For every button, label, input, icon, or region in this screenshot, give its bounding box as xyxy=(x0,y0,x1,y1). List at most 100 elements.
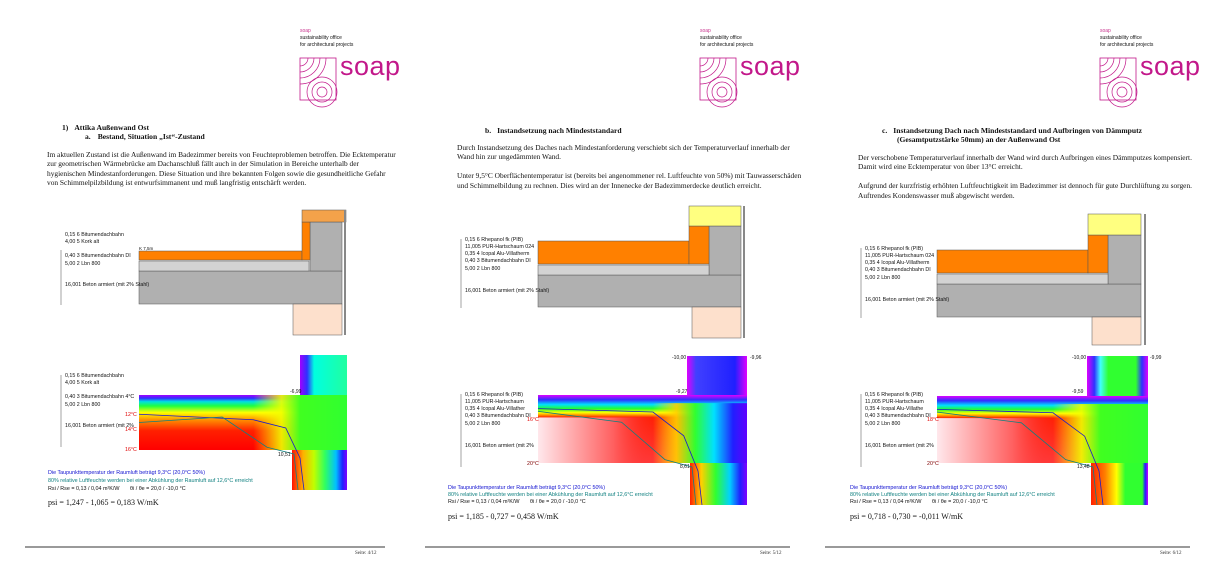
body-text: Im aktuellen Zustand ist die Außenwand i… xyxy=(47,150,397,197)
heading-number: b. xyxy=(485,126,492,135)
isotherm-label: 12°C xyxy=(125,412,137,418)
wall-parapet xyxy=(309,221,343,272)
parapet-insulation xyxy=(1087,234,1109,274)
layer-label: 0,15 6 Rhepanol fk (PIB) xyxy=(865,392,923,398)
layer-label: 4,00 5 Kork alt xyxy=(65,239,100,245)
document-page-5: soap sustainability office for architectur… xyxy=(410,0,820,580)
isotherm-label: 20°C xyxy=(927,461,939,467)
psi-value: psi = 1,247 - 1,065 = 0,183 W/mK xyxy=(48,498,159,507)
concrete-slab xyxy=(537,274,742,308)
parapet-cap xyxy=(301,209,347,223)
layer-label: 0,40 3 Bitumendachbahn DI xyxy=(865,267,931,273)
resistance-note: Rsi / Rse = 0,13 / 0,04 m²K/W xyxy=(48,486,120,492)
logo-small-text: soap xyxy=(1100,28,1111,34)
roof-insulation xyxy=(138,250,303,261)
logo-wordmark: soap xyxy=(340,51,401,81)
humidity-note: 80% relative Luftfeuchte werden bei eine… xyxy=(850,492,1055,498)
wall-parapet xyxy=(708,225,742,276)
temperature-value: -10,00 xyxy=(672,355,686,361)
layer-label: 16,001 Beton armiert (mit 2% xyxy=(465,443,534,449)
parapet-cap xyxy=(1087,213,1142,236)
layer-label: 0,35 4 Icopal Alu-Villatherm xyxy=(865,260,930,266)
paragraph: Im aktuellen Zustand ist die Außenwand i… xyxy=(47,150,396,188)
temperature-value: -9,59 xyxy=(1072,389,1084,395)
dewpoint-note: Die Taupunkttemperatur der Raumluft betr… xyxy=(850,485,1007,491)
humidity-isoline xyxy=(936,411,1098,506)
paragraph: Der verschobene Temperaturverlauf innerh… xyxy=(858,153,1192,172)
interior-warm-zone xyxy=(937,418,1064,463)
construction-section-diagram: 0,15 6 Rhepanol fk (PIB)11,005 PUR-Harts… xyxy=(460,205,745,339)
logo-mark-icon xyxy=(699,57,738,108)
section-heading: c. Instandsetzung Dach nach Mindeststanda… xyxy=(882,126,1142,135)
soap-logo: soap sustainability office for architectur… xyxy=(700,28,753,49)
thermal-simulation-diagram: 0,15 6 Rhepanol fk (PIB)11,005 PUR-Harts… xyxy=(850,355,1162,506)
subheading-number: a. xyxy=(85,132,91,141)
heading-number: c. xyxy=(882,126,888,135)
temperature-value: -6,99 xyxy=(290,389,302,395)
paragraph: Aufgrund der kurzfristig erhöhten Luftfe… xyxy=(858,181,1192,200)
parapet-insulation xyxy=(688,225,710,265)
page-number: Seite: 4/12 xyxy=(355,551,377,556)
temperature-value: 10,51 xyxy=(278,452,291,458)
layer-label: 0,40 3 Bitumendachbahn DI xyxy=(65,253,131,259)
junction-zone xyxy=(253,395,347,450)
layer-label: 0,15 6 Rhepanol fk (PIB) xyxy=(865,246,923,252)
marker-label: K 7,5m xyxy=(139,246,154,251)
document-page-4: soap sustainability office for architectur… xyxy=(0,0,410,580)
layer-label: 11,005 PUR-Hartschaum 024 xyxy=(865,253,934,259)
heading-text: Instandsetzung Dach nach Mindeststandard… xyxy=(893,126,1143,135)
section-heading: 1) Attika Außenwand Ost xyxy=(62,123,149,132)
temperature-note: θi / θe = 20,0 / -10,0 °C xyxy=(932,499,988,505)
temperature-note: θi / θe = 20,0 / -10,0 °C xyxy=(530,499,586,505)
layer-label: 0,15 6 Rhepanol fk (PIB) xyxy=(465,237,523,243)
footer-divider xyxy=(25,546,385,548)
layer-label: 16,001 Beton armiert (mit 2% Stahl) xyxy=(65,282,149,288)
layer-label: 0,15 6 Bitumendachbahn xyxy=(65,232,124,238)
roof-insulation xyxy=(537,240,690,265)
layer-label: 16,001 Beton armiert (mit 2% xyxy=(65,423,134,429)
layer-label: 5,00 2 Lbn 800 xyxy=(865,421,900,427)
layer-label: 11,005 PUR-Hartschaum xyxy=(465,399,524,405)
thermal-parapet xyxy=(1087,356,1148,396)
layer-label: 0,15 6 Rhepanol fk (PIB) xyxy=(465,392,523,398)
humidity-note: 80% relative Luftfeuchte werden bei eine… xyxy=(48,478,253,484)
logo-wordmark: soap xyxy=(1140,51,1201,81)
layer-label: 5,00 2 Lbn 800 xyxy=(865,275,900,281)
temperature-note: θi / θe = 20,0 / -10,0 °C xyxy=(130,486,186,492)
paragraph: Unter 9,5°C Oberflächentemperatur ist (b… xyxy=(457,171,802,190)
soap-logo: soap sustainability office for architectur… xyxy=(300,28,353,49)
document-page-6: soap sustainability office for architectur… xyxy=(815,0,1225,580)
logo-tagline-1: sustainability office xyxy=(700,35,742,41)
isotherm-label: 18°C xyxy=(927,417,939,423)
thermal-simulation-diagram: 0,15 6 Rhepanol fk (PIB)11,005 PUR-Harts… xyxy=(448,355,762,506)
layer-label: 0,35 4 Icopal Alu-Villatherm xyxy=(465,251,530,257)
layer-label: 0,40 3 Bitumendachbahn 4°C xyxy=(65,394,134,400)
layer-label: 11,005 PUR-Hartschaum xyxy=(865,399,924,405)
logo-tagline-2: for architectural projects xyxy=(1100,42,1154,48)
layer-label: 16,001 Beton armiert (mit 2% xyxy=(865,443,934,449)
isotherm-label: 14°C xyxy=(125,427,137,433)
dewpoint-isoline xyxy=(936,409,1104,506)
temperature-value: -9,96 xyxy=(750,355,762,361)
paragraph: Durch Instandsetzung des Daches nach Min… xyxy=(457,143,790,162)
dewpoint-note: Die Taupunkttemperatur der Raumluft betr… xyxy=(448,485,605,491)
logo-tagline-2: for architectural projects xyxy=(300,42,354,48)
logo-mark-icon xyxy=(1099,57,1138,108)
layer-label: 0,35 4 Icopal Alu-Villather xyxy=(465,406,525,412)
layer-label: 16,001 Beton armiert (mit 2% Stahl) xyxy=(465,288,549,294)
logo-tagline-1: sustainability office xyxy=(300,35,342,41)
dewpoint-note: Die Taupunkttemperatur der Raumluft betr… xyxy=(48,470,205,476)
parapet-cap xyxy=(688,205,742,227)
page-number: Seite: 6/12 xyxy=(1160,551,1182,556)
temperature-value: 13,48 xyxy=(1077,464,1090,470)
resistance-note: Rsi / Rse = 0,13 / 0,04 m²K/W xyxy=(850,499,922,505)
heading-text: Attika Außenwand Ost xyxy=(74,123,150,132)
layer-label: 5,00 2 Lbn 800 xyxy=(65,402,100,408)
humidity-note: 80% relative Luftfeuchte werden bei eine… xyxy=(448,492,653,498)
thermal-parapet xyxy=(687,356,747,395)
section-subheading: a. Bestand, Situation „Ist“-Zustand xyxy=(85,132,205,141)
page-number: Seite: 5/12 xyxy=(760,551,782,556)
subheading-text: (Gesamtputzstärke 50mm) an der Außenwand… xyxy=(897,135,1061,144)
dewpoint-isoline xyxy=(537,408,703,506)
